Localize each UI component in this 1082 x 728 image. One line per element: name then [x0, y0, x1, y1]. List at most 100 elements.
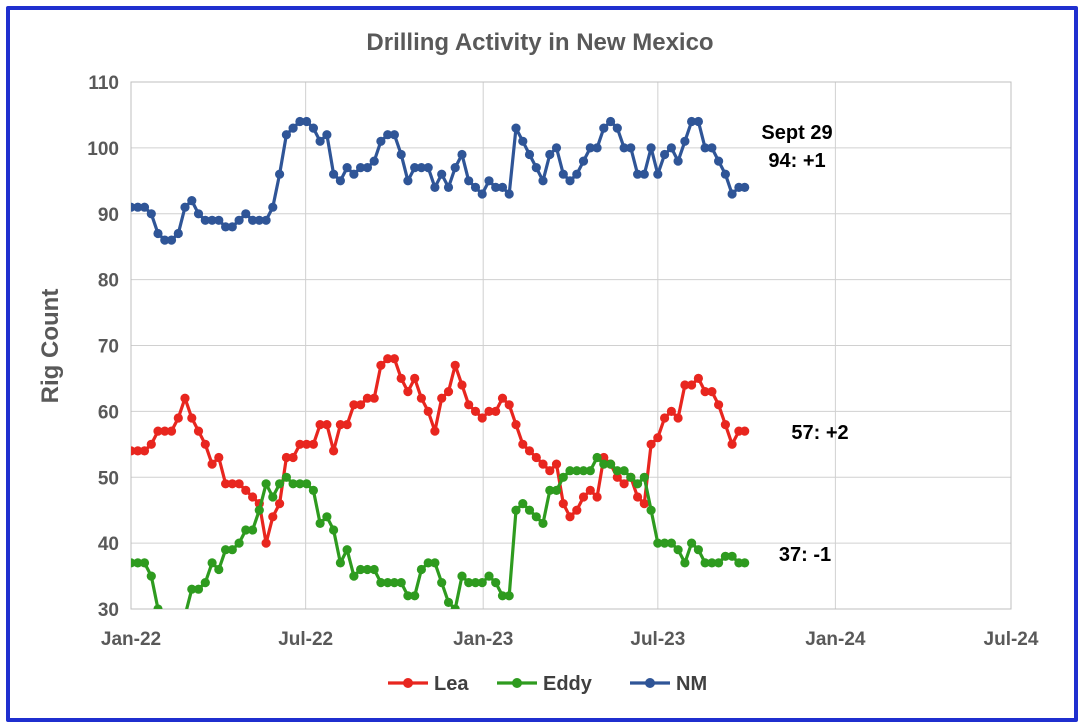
x-tick-label: Jul-23: [630, 629, 685, 650]
data-point-eddy: [187, 584, 197, 594]
legend-label-nm: NM: [676, 673, 707, 695]
data-point-lea: [342, 420, 352, 430]
data-point-eddy: [248, 525, 258, 535]
data-point-lea: [356, 400, 366, 410]
data-point-lea: [484, 406, 494, 416]
data-point-nm: [612, 123, 622, 133]
data-point-nm: [153, 228, 163, 239]
data-point-lea: [666, 406, 677, 416]
data-point-nm: [254, 215, 264, 225]
data-point-nm: [261, 215, 271, 225]
data-point-eddy: [504, 591, 514, 601]
y-axis-label: Rig Count: [37, 289, 64, 404]
data-point-eddy: [146, 571, 156, 581]
data-point-lea: [227, 479, 237, 489]
data-point-nm: [315, 136, 325, 146]
data-point-lea: [477, 413, 487, 423]
data-point-eddy: [389, 578, 399, 588]
data-point-nm: [437, 169, 447, 179]
y-tick-label: 70: [98, 337, 119, 358]
data-point-lea: [396, 373, 406, 383]
data-point-nm: [180, 202, 190, 212]
data-point-eddy: [315, 518, 325, 529]
data-point-nm: [740, 182, 750, 192]
legend-marker-nm: [645, 678, 655, 688]
chart-title: Drilling Activity in New Mexico: [366, 29, 713, 56]
data-point-lea: [714, 400, 724, 410]
data-point-nm: [565, 176, 575, 186]
data-point-lea: [707, 387, 717, 397]
data-point-nm: [477, 189, 487, 199]
data-point-nm: [558, 169, 568, 179]
data-point-nm: [646, 143, 656, 153]
annotation-lea: 57: +2: [791, 422, 848, 444]
data-point-nm: [572, 169, 582, 179]
y-tick-label: 100: [87, 139, 119, 160]
legend-marker-eddy: [512, 678, 522, 688]
data-point-eddy: [254, 505, 264, 515]
data-point-nm: [214, 215, 224, 225]
data-point-lea: [720, 420, 731, 430]
data-point-lea: [315, 420, 325, 430]
data-point-eddy: [322, 512, 332, 522]
data-point-nm: [302, 116, 312, 127]
series-lea: [131, 354, 750, 548]
data-point-nm: [626, 143, 636, 153]
data-point-eddy: [335, 558, 345, 568]
legend-item-eddy: Eddy: [497, 673, 593, 695]
data-point-eddy: [295, 479, 305, 489]
data-point-nm: [714, 156, 724, 166]
data-point-lea: [308, 439, 318, 449]
data-point-eddy: [653, 538, 663, 548]
data-point-eddy: [551, 485, 562, 495]
data-point-eddy: [329, 525, 339, 535]
data-point-nm: [133, 202, 143, 212]
data-point-nm: [383, 130, 393, 140]
data-point-lea: [187, 413, 197, 423]
data-point-eddy: [707, 558, 717, 568]
data-point-eddy: [342, 545, 352, 555]
data-point-nm: [450, 163, 460, 173]
data-point-nm: [585, 143, 595, 153]
data-point-eddy: [633, 479, 643, 489]
data-point-eddy: [275, 479, 285, 489]
data-point-eddy: [484, 571, 494, 581]
data-point-lea: [524, 446, 535, 456]
data-point-lea: [180, 393, 190, 403]
data-point-eddy: [673, 545, 683, 555]
data-point-nm: [545, 149, 555, 160]
data-point-eddy: [403, 591, 413, 601]
data-point-nm: [369, 156, 379, 166]
data-point-eddy: [133, 558, 143, 568]
data-point-eddy: [592, 452, 602, 463]
data-point-eddy: [174, 624, 183, 633]
series-nm: [131, 116, 750, 245]
data-point-lea: [443, 387, 454, 397]
data-point-nm: [518, 136, 528, 146]
data-point-lea: [518, 439, 528, 449]
data-point-nm: [457, 149, 467, 160]
data-point-nm: [443, 182, 454, 192]
data-point-eddy: [193, 584, 204, 594]
data-point-lea: [693, 373, 704, 383]
y-tick-label: 30: [98, 600, 119, 621]
data-point-eddy: [700, 558, 710, 568]
data-point-lea: [680, 380, 690, 390]
data-point-nm: [660, 149, 670, 160]
data-point-nm: [497, 182, 508, 192]
data-point-nm: [275, 169, 285, 179]
data-point-nm: [146, 209, 156, 219]
data-point-lea: [193, 426, 204, 436]
data-point-lea: [653, 433, 663, 443]
data-point-nm: [248, 215, 258, 225]
data-point-lea: [369, 393, 379, 403]
data-point-lea: [200, 439, 210, 449]
data-point-lea: [727, 439, 737, 449]
chart-frame: [6, 6, 1078, 722]
data-point-lea: [288, 452, 298, 463]
data-point-lea: [497, 393, 508, 403]
data-point-eddy: [646, 505, 656, 515]
data-point-lea: [457, 380, 467, 390]
data-point-eddy: [241, 525, 251, 535]
y-tick-label: 110: [88, 73, 119, 94]
